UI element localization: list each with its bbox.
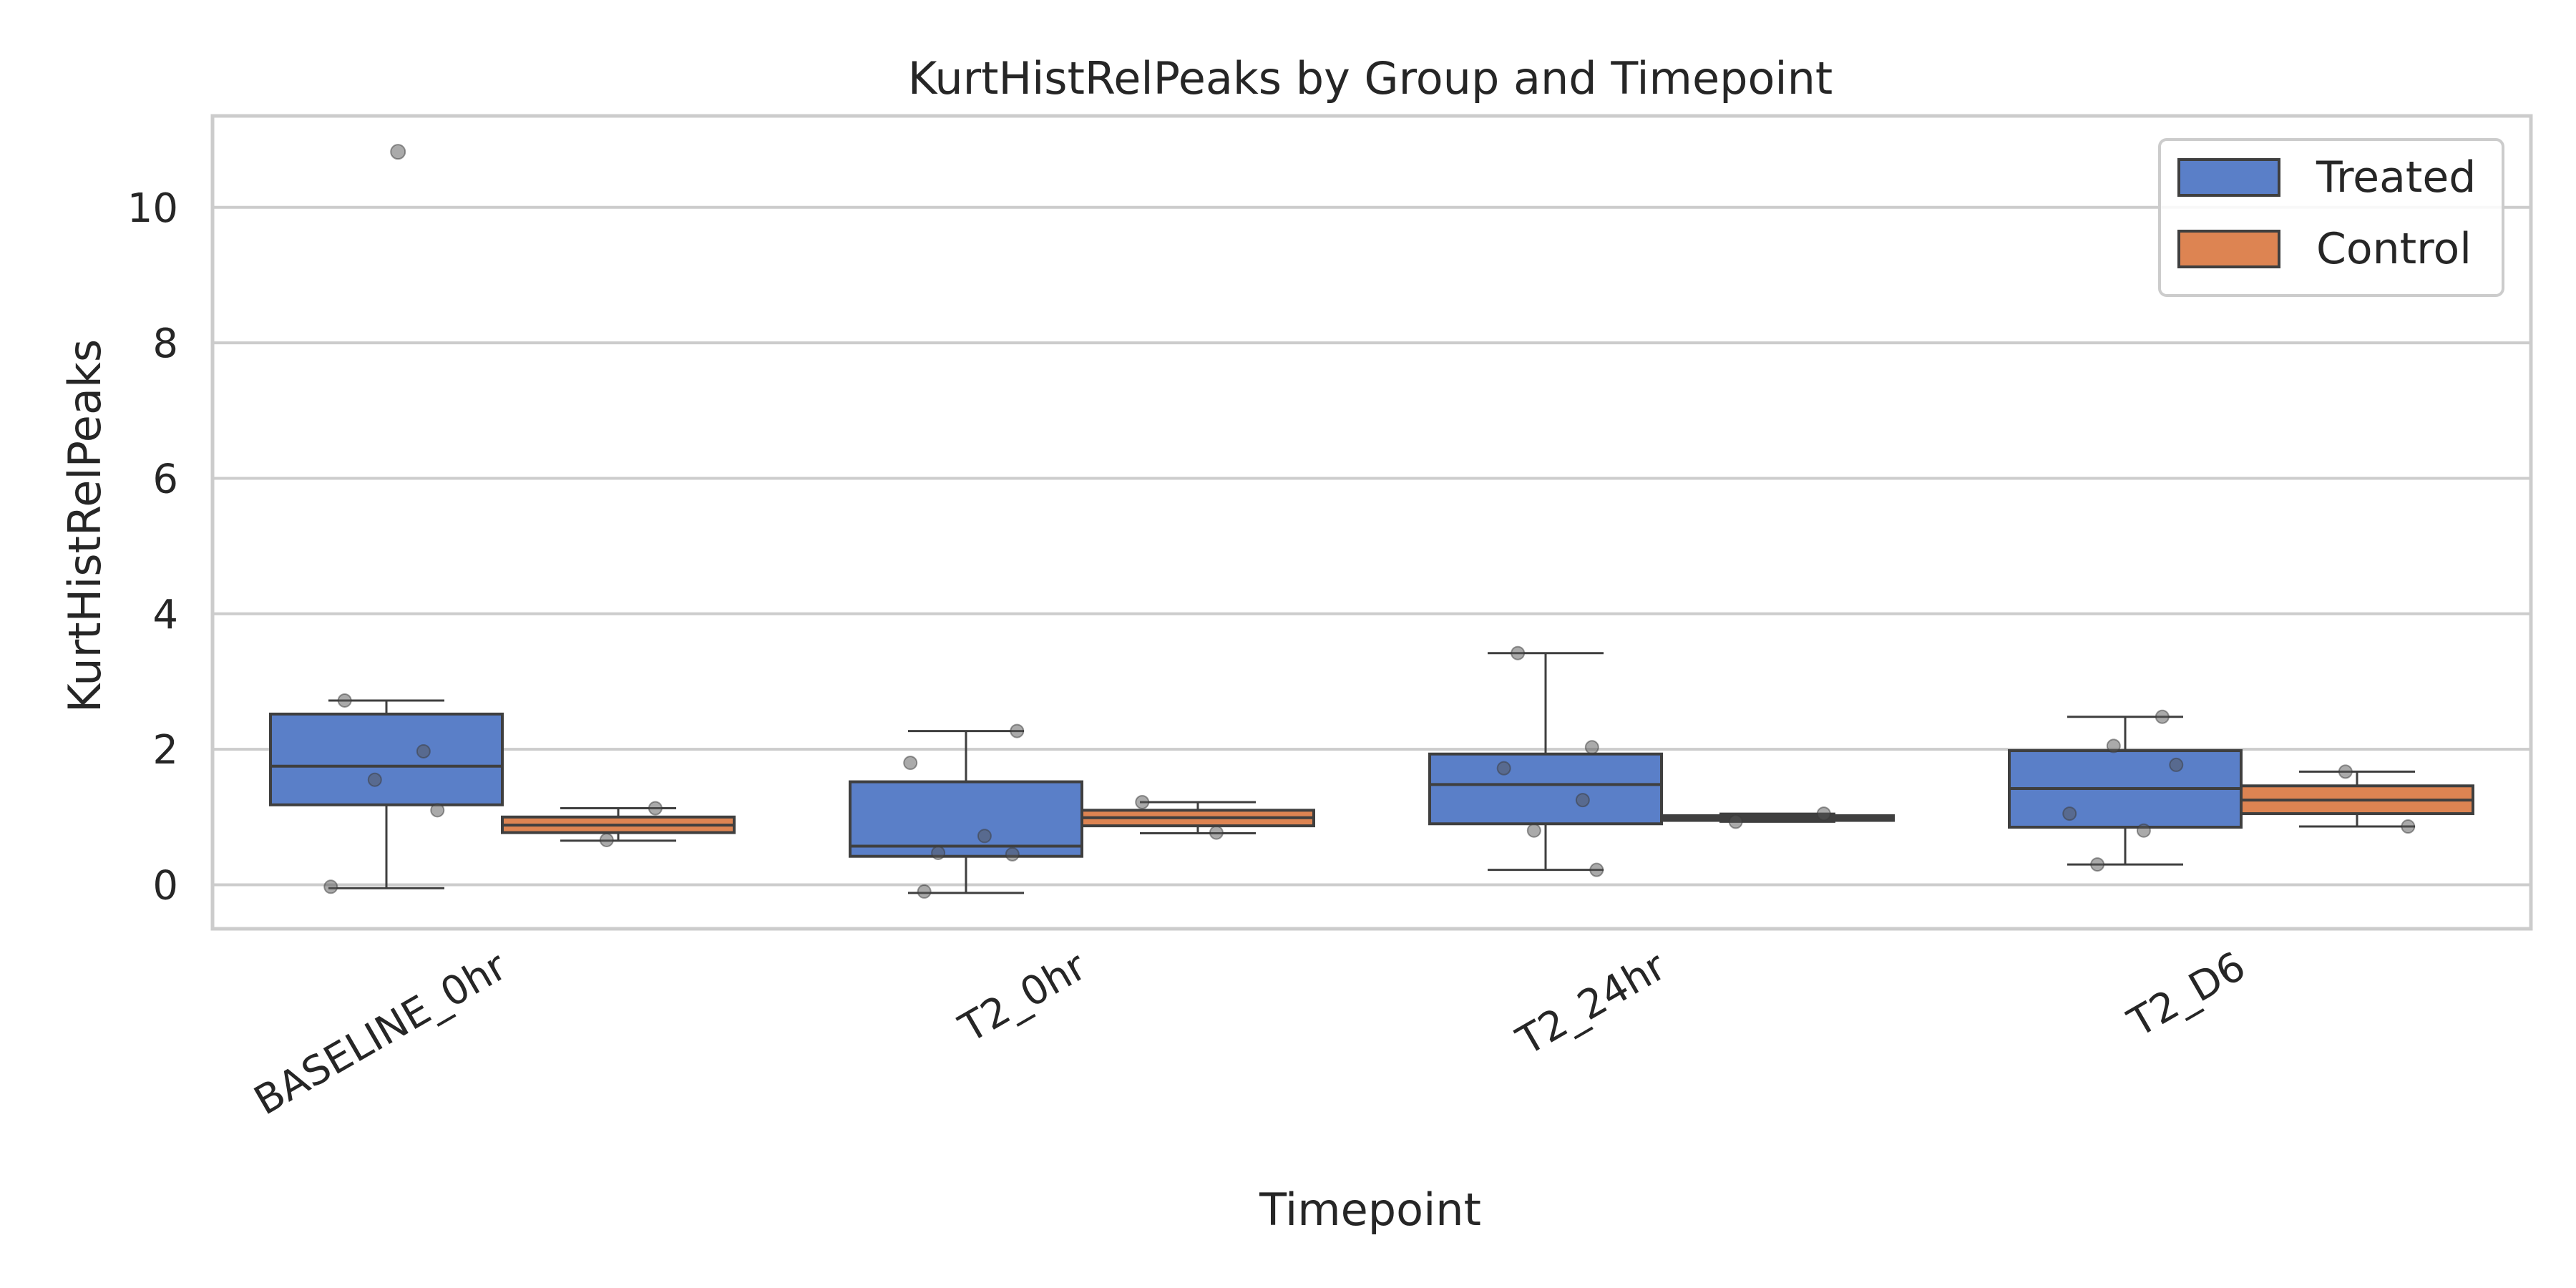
- data-point-control: [2401, 819, 2416, 834]
- x-axis-ticks: BASELINE_0hr T2_0hr T2_24hr T2_D6: [247, 942, 2253, 1124]
- data-point-treated: [2090, 857, 2105, 872]
- legend: Treated Control: [2158, 138, 2504, 297]
- data-point-treated: [1526, 823, 1541, 838]
- grid-lines: [213, 205, 2531, 887]
- data-point-treated: [1010, 723, 1025, 738]
- data-point-control: [648, 801, 663, 816]
- data-point-treated: [2136, 823, 2151, 838]
- data-point-treated: [2169, 757, 2184, 772]
- outlier-point-treated: [390, 144, 406, 160]
- x-axis-label: Timepoint: [1259, 1184, 1481, 1236]
- data-point-treated: [416, 743, 431, 758]
- data-point-treated: [1005, 847, 1020, 862]
- y-axis-ticks: 0 2 4 6 8 10: [127, 185, 178, 909]
- x-tick-label: T2_0hr: [951, 942, 1094, 1052]
- y-tick-label: 2: [152, 727, 178, 774]
- data-point-treated: [1589, 862, 1604, 877]
- data-point-treated: [323, 879, 338, 894]
- x-tick-label: T2_24hr: [1509, 942, 1674, 1065]
- data-point-control: [1816, 806, 1831, 821]
- box-treated: [1428, 752, 1663, 826]
- data-point-treated: [367, 772, 382, 787]
- legend-swatch-treated: [2177, 158, 2280, 197]
- data-point-treated: [917, 884, 932, 899]
- data-point-treated: [931, 845, 946, 860]
- y-tick-label: 4: [152, 592, 178, 638]
- data-point-control: [1728, 814, 1743, 829]
- data-point-treated: [977, 829, 992, 844]
- data-point-treated: [337, 693, 352, 708]
- data-point-treated: [430, 803, 445, 818]
- data-point-treated: [903, 756, 918, 771]
- box-treated: [849, 780, 1083, 858]
- y-axis-label: KurtHistRelPeaks: [59, 339, 111, 713]
- box-plot-marks: [269, 144, 2474, 899]
- data-point-treated: [1584, 740, 1599, 755]
- legend-label-treated: Treated: [2316, 152, 2476, 203]
- data-point-control: [1209, 825, 1224, 840]
- data-point-control: [599, 832, 614, 847]
- y-tick-label: 6: [152, 456, 178, 502]
- chart-title: KurtHistRelPeaks by Group and Timepoint: [908, 52, 1833, 104]
- legend-label-control: Control: [2316, 224, 2472, 274]
- data-point-control: [1135, 794, 1150, 809]
- x-tick-label: T2_D6: [2120, 943, 2253, 1047]
- x-tick-label: BASELINE_0hr: [247, 942, 515, 1124]
- y-tick-label: 10: [127, 185, 178, 232]
- box-treated: [269, 712, 504, 806]
- data-point-treated: [2106, 738, 2121, 753]
- plot-frame: [210, 114, 2533, 931]
- y-tick-label: 8: [152, 321, 178, 367]
- legend-swatch-control: [2177, 230, 2280, 268]
- data-point-treated: [1575, 793, 1590, 808]
- data-point-treated: [1496, 761, 1511, 776]
- data-point-treated: [2062, 806, 2077, 821]
- y-tick-label: 0: [152, 862, 178, 909]
- data-point-treated: [1511, 645, 1526, 660]
- data-point-control: [2338, 764, 2353, 779]
- data-point-treated: [2155, 709, 2170, 724]
